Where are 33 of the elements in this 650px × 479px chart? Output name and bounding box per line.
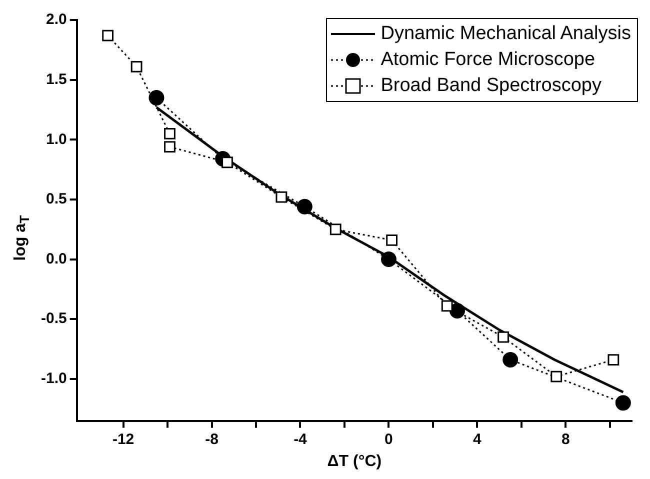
point <box>164 128 176 140</box>
legend-label: Atomic Force Microscope <box>380 48 596 72</box>
point <box>130 60 142 72</box>
x-tick-label: -8 <box>205 430 218 448</box>
point <box>164 141 176 153</box>
x-tick-label: 8 <box>561 430 570 448</box>
point <box>386 234 398 246</box>
x-tick-label: 4 <box>473 430 482 448</box>
y-tick-label: 1.5 <box>46 70 67 88</box>
x-axis-title: ΔT (°C) <box>327 452 382 470</box>
point <box>502 352 518 368</box>
y-tick-label: -0.5 <box>40 310 67 328</box>
x-tick-label: -12 <box>112 430 134 448</box>
x-tick-label: -4 <box>294 430 308 448</box>
point <box>615 395 631 411</box>
y-tick-label: 2.0 <box>46 11 67 28</box>
point <box>296 198 312 214</box>
point <box>550 370 562 382</box>
point <box>102 30 114 42</box>
y-tick-label: 1.0 <box>46 130 67 148</box>
legend-label: Dynamic Mechanical Analysis <box>380 22 631 46</box>
point <box>276 191 288 203</box>
y-tick-label: -1.0 <box>40 370 67 388</box>
point <box>498 331 509 343</box>
point <box>380 252 396 268</box>
point <box>608 354 620 366</box>
x-tick-label: 0 <box>384 430 393 448</box>
point <box>330 224 342 236</box>
point <box>441 300 453 312</box>
y-tick-label: 0.5 <box>46 190 67 208</box>
y-tick-label: 0.0 <box>46 250 67 268</box>
legend-label: Broad Band Spectroscopy <box>380 74 602 98</box>
point <box>148 90 164 106</box>
